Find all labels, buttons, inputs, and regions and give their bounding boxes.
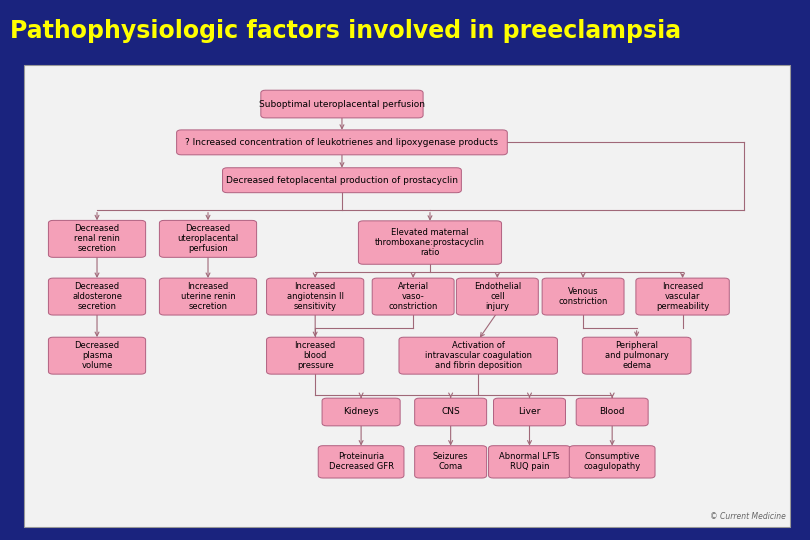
Text: Proteinuria
Decreased GFR: Proteinuria Decreased GFR xyxy=(329,453,394,471)
Text: Increased
uterine renin
secretion: Increased uterine renin secretion xyxy=(181,282,236,311)
Text: Abnormal LFTs
RUQ pain: Abnormal LFTs RUQ pain xyxy=(499,453,560,471)
Text: Activation of
intravascular coagulation
and fibrin deposition: Activation of intravascular coagulation … xyxy=(424,341,531,370)
Text: Decreased
plasma
volume: Decreased plasma volume xyxy=(75,341,120,370)
FancyBboxPatch shape xyxy=(160,220,257,258)
Text: © Current Medicine: © Current Medicine xyxy=(710,512,786,521)
FancyBboxPatch shape xyxy=(576,398,648,426)
FancyBboxPatch shape xyxy=(49,220,146,258)
FancyBboxPatch shape xyxy=(49,337,146,374)
Text: Increased
vascular
permeability: Increased vascular permeability xyxy=(656,282,710,311)
FancyBboxPatch shape xyxy=(636,278,729,315)
FancyBboxPatch shape xyxy=(569,446,655,478)
FancyBboxPatch shape xyxy=(542,278,624,315)
Text: Blood: Blood xyxy=(599,408,625,416)
Text: Consumptive
coagulopathy: Consumptive coagulopathy xyxy=(583,453,641,471)
Text: Increased
angiotensin II
sensitivity: Increased angiotensin II sensitivity xyxy=(287,282,343,311)
Text: Decreased
aldosterone
secretion: Decreased aldosterone secretion xyxy=(72,282,122,311)
Text: ? Increased concentration of leukotrienes and lipoxygenase products: ? Increased concentration of leukotriene… xyxy=(185,138,498,147)
Text: Arterial
vaso-
constriction: Arterial vaso- constriction xyxy=(389,282,438,311)
FancyBboxPatch shape xyxy=(49,278,146,315)
Text: Suboptimal uteroplacental perfusion: Suboptimal uteroplacental perfusion xyxy=(259,99,425,109)
Text: Decreased
uteroplacental
perfusion: Decreased uteroplacental perfusion xyxy=(177,224,239,253)
FancyBboxPatch shape xyxy=(266,337,364,374)
FancyBboxPatch shape xyxy=(456,278,539,315)
Text: Increased
blood
pressure: Increased blood pressure xyxy=(295,341,336,370)
Text: Liver: Liver xyxy=(518,408,541,416)
FancyBboxPatch shape xyxy=(358,221,501,264)
Text: CNS: CNS xyxy=(441,408,460,416)
Text: Seizures
Coma: Seizures Coma xyxy=(433,453,468,471)
Text: Venous
constriction: Venous constriction xyxy=(558,287,608,306)
Text: Endothelial
cell
injury: Endothelial cell injury xyxy=(474,282,521,311)
FancyBboxPatch shape xyxy=(318,446,404,478)
FancyBboxPatch shape xyxy=(415,398,487,426)
Text: Decreased fetoplacental production of prostacyclin: Decreased fetoplacental production of pr… xyxy=(226,176,458,185)
Text: Peripheral
and pulmonary
edema: Peripheral and pulmonary edema xyxy=(605,341,668,370)
Text: Decreased
renal renin
secretion: Decreased renal renin secretion xyxy=(74,224,120,253)
FancyBboxPatch shape xyxy=(160,278,257,315)
FancyBboxPatch shape xyxy=(322,398,400,426)
FancyBboxPatch shape xyxy=(582,337,691,374)
FancyBboxPatch shape xyxy=(493,398,565,426)
FancyBboxPatch shape xyxy=(415,446,487,478)
FancyBboxPatch shape xyxy=(223,168,462,193)
FancyBboxPatch shape xyxy=(177,130,507,155)
FancyBboxPatch shape xyxy=(261,90,423,118)
Text: Elevated maternal
thromboxane:prostacyclin
ratio: Elevated maternal thromboxane:prostacycl… xyxy=(375,228,485,257)
Text: Pathophysiologic factors involved in preeclampsia: Pathophysiologic factors involved in pre… xyxy=(10,19,681,43)
FancyBboxPatch shape xyxy=(488,446,570,478)
Text: Kidneys: Kidneys xyxy=(343,408,379,416)
FancyBboxPatch shape xyxy=(399,337,557,374)
FancyBboxPatch shape xyxy=(373,278,454,315)
FancyBboxPatch shape xyxy=(266,278,364,315)
